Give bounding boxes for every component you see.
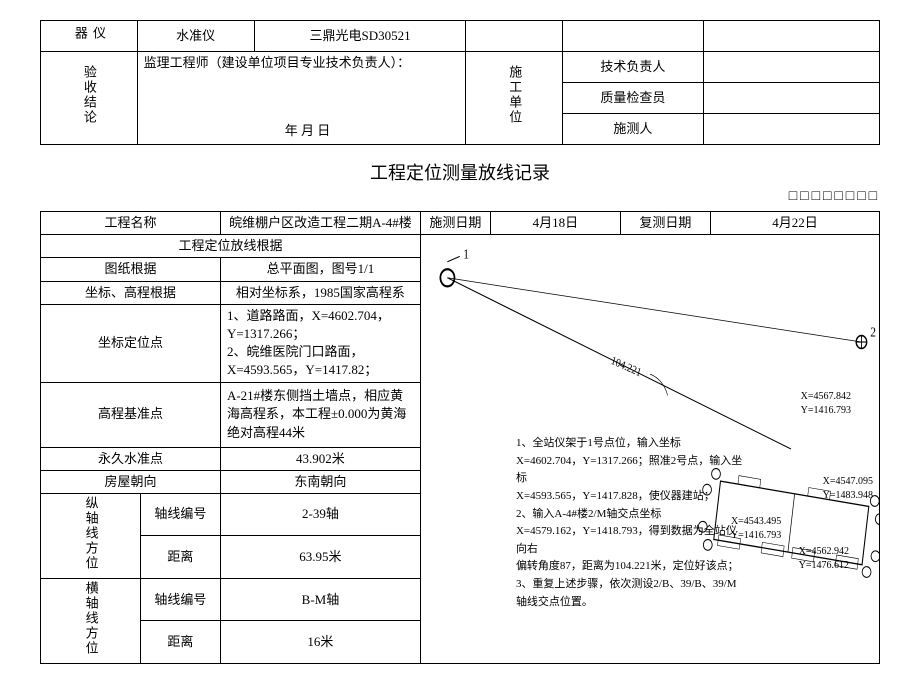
survey-date-label: 施测日期 (420, 212, 490, 235)
date-text: 年 月 日 (144, 122, 472, 140)
h-axis-label: 横轴线方位 (81, 581, 99, 656)
org-label: 施工单位 (505, 65, 523, 125)
coord-val: 相对坐标系，1985国家高程系 (220, 281, 420, 304)
accept-label: 验收结论 (80, 65, 98, 125)
coord-a: X=4567.842Y=1416.793 (801, 390, 851, 418)
h-axis-dist: 16米 (220, 621, 420, 664)
instrument-table: 仪器 水准仪 三鼎光电SD30521 验收结论 监理工程师（建设单位项目专业技术… (40, 20, 880, 145)
diagram-cell: 1 2 (420, 235, 879, 664)
coord-d: X=4562.942Y=1476.612 (799, 545, 849, 573)
perm-val: 43.902米 (220, 447, 420, 470)
dist-label: 104.221 (609, 354, 642, 379)
diagram-notes: 1、全站仪架于1号点位，输入坐标 X=4602.704，Y=1317.266；照… (516, 435, 746, 611)
role-surveyor: 施测人 (563, 114, 704, 145)
perm-label: 永久水准点 (41, 447, 221, 470)
instrument-type: 水准仪 (137, 21, 254, 52)
coord-b: X=4547.095Y=1483.948 (823, 475, 873, 503)
main-table: 工程名称 皖维棚户区改造工程二期A-4#楼 施测日期 4月18日 复测日期 4月… (40, 211, 880, 664)
role-tech: 技术负责人 (563, 52, 704, 83)
axis-num-label-1: 轴线编号 (140, 493, 220, 535)
drawing-val: 总平面图，图号1/1 (220, 258, 420, 281)
proj-name: 皖维棚户区改造工程二期A-4#楼 (220, 212, 420, 235)
coord-label: 坐标、高程根据 (41, 281, 221, 304)
point-val: 1、道路路面，X=4602.704，Y=1317.266； 2、皖维医院门口路面… (220, 304, 420, 382)
point-label: 坐标定位点 (41, 304, 221, 382)
axis-num-label-2: 轴线编号 (140, 579, 220, 621)
recheck-date: 4月22日 (710, 212, 879, 235)
h-axis-num: B-M轴 (220, 579, 420, 621)
recheck-date-label: 复测日期 (620, 212, 710, 235)
svg-text:1: 1 (463, 247, 469, 262)
proj-label: 工程名称 (41, 212, 221, 235)
survey-date: 4月18日 (490, 212, 620, 235)
v-axis-num: 2-39轴 (220, 493, 420, 535)
v-axis-label: 纵轴线方位 (81, 496, 99, 571)
checkbox-row: □□□□□□□□ (40, 189, 880, 205)
elev-val: A-21#楼东侧挡土墙点，相应黄海高程系，本工程±0.000为黄海绝对高程44米 (220, 382, 420, 447)
axis-dist-label-2: 距离 (140, 621, 220, 664)
supervisor-text: 监理工程师（建设单位项目专业技术负责人）： (144, 55, 411, 70)
page-title: 工程定位测量放线记录 (40, 159, 880, 185)
orient-label: 房屋朝向 (41, 470, 221, 493)
orient-val: 东南朝向 (220, 470, 420, 493)
drawing-label: 图纸根据 (41, 258, 221, 281)
svg-text:2: 2 (870, 325, 876, 340)
v-axis-dist: 63.95米 (220, 536, 420, 579)
instrument-label: 仪器 (71, 20, 107, 46)
elev-label: 高程基准点 (41, 382, 221, 447)
role-qc: 质量检查员 (563, 83, 704, 114)
axis-dist-label-1: 距离 (140, 536, 220, 579)
basis-title: 工程定位放线根据 (41, 235, 421, 258)
instrument-model: 三鼎光电SD30521 (254, 21, 466, 52)
